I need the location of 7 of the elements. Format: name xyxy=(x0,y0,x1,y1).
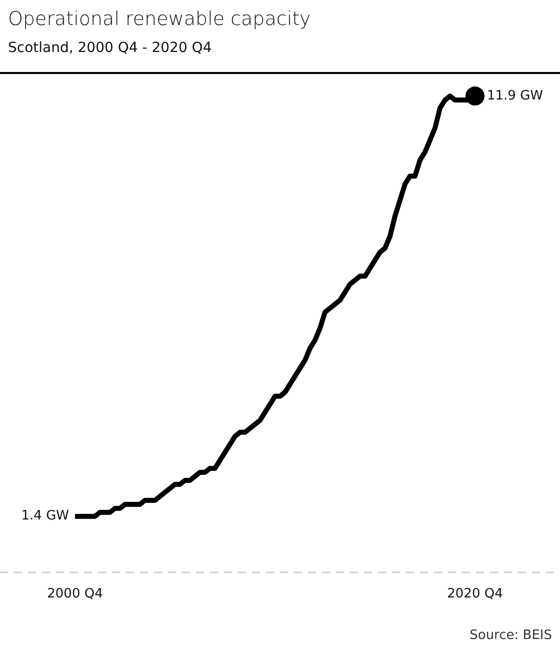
x-tick-label: 2020 Q4 xyxy=(447,586,503,602)
data-label: 1.4 GW xyxy=(21,508,70,524)
chart-subtitle: Scotland, 2000 Q4 - 2020 Q4 xyxy=(8,40,212,56)
x-tick-label: 2000 Q4 xyxy=(47,586,103,602)
chart-title: Operational renewable capacity xyxy=(8,8,311,30)
source-note: Source: BEIS xyxy=(470,628,552,643)
data-label: 11.9 GW xyxy=(487,88,544,104)
